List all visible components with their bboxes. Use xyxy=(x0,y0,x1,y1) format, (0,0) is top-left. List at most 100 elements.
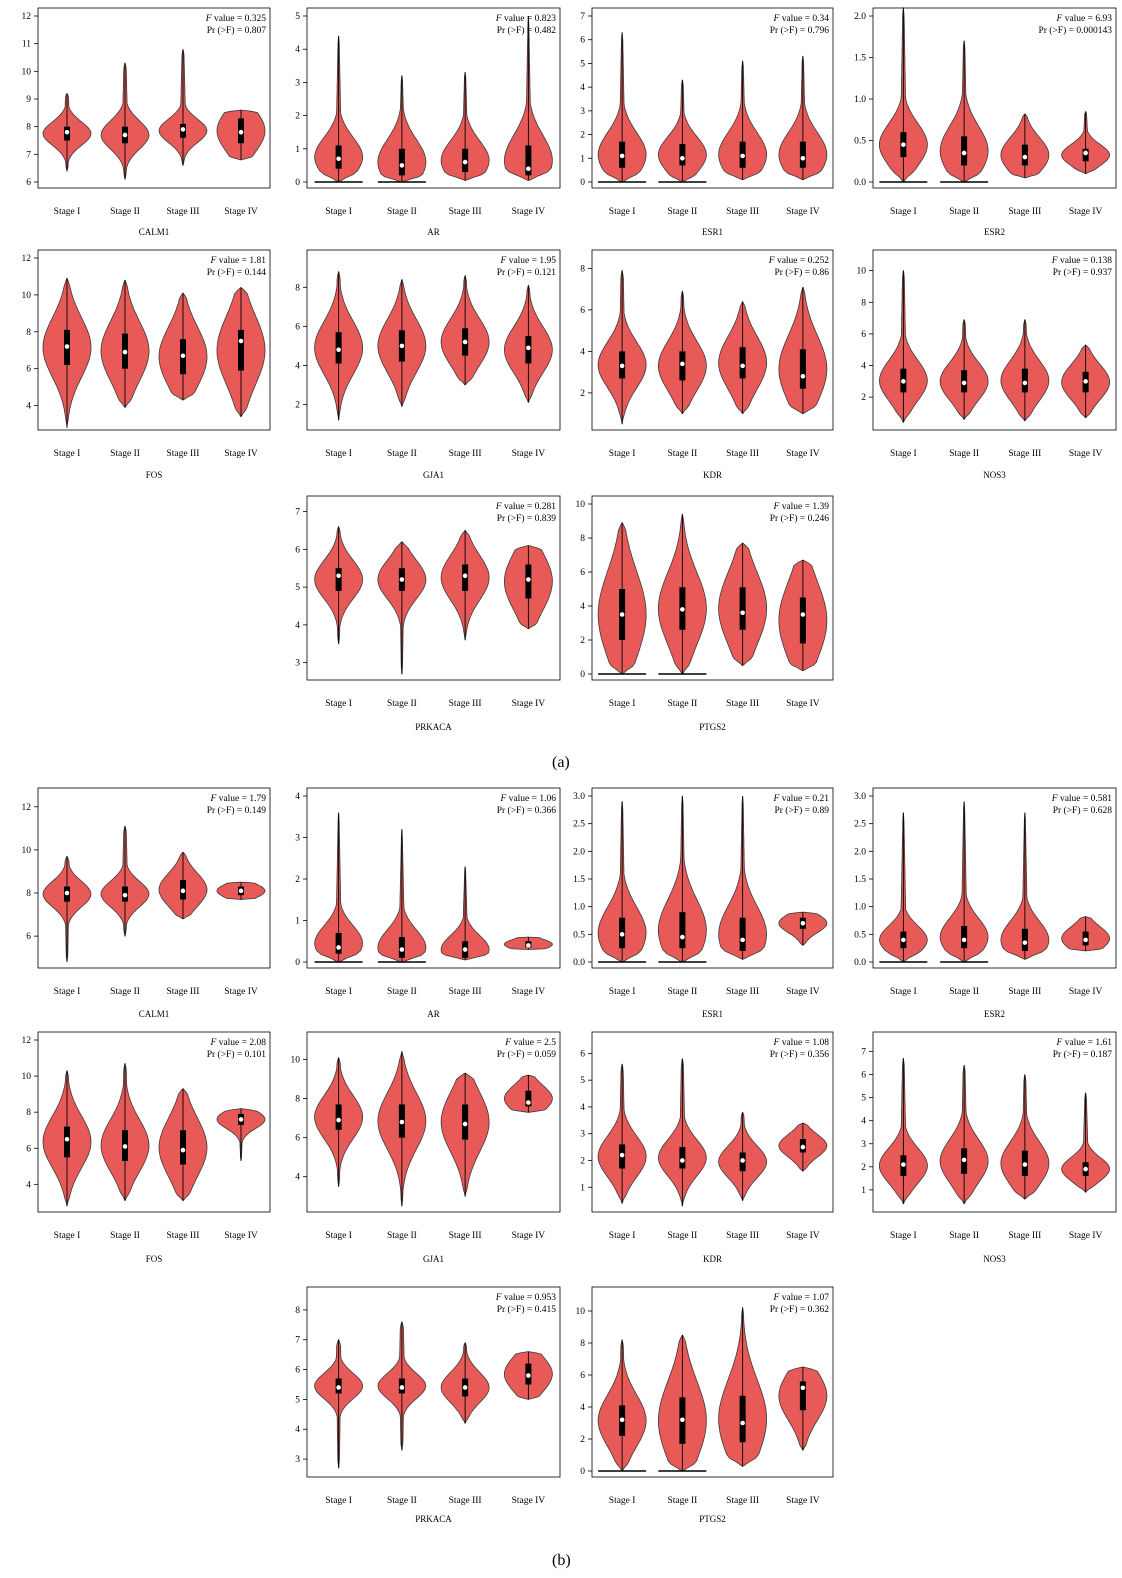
plot-frame xyxy=(306,787,561,969)
pr-f-label: Pr (>F) = 0.246 xyxy=(770,513,830,524)
y-tick-label: 4 xyxy=(580,1103,585,1113)
median-point xyxy=(180,1147,186,1153)
y-tick-label: 0.0 xyxy=(573,958,585,968)
median-point xyxy=(740,363,745,369)
median-point xyxy=(1083,1166,1088,1172)
x-tick-label: Stage II xyxy=(110,1231,140,1241)
x-tick-label: Stage III xyxy=(449,449,482,459)
f-value-label: F value = 2.5 xyxy=(504,1038,556,1048)
median-point xyxy=(680,607,685,612)
gene-label: AR xyxy=(427,1009,440,1019)
x-tick-label: Stage II xyxy=(387,449,417,459)
y-tick-label: 6 xyxy=(580,306,585,316)
median-point xyxy=(526,166,531,172)
median-point xyxy=(961,937,967,943)
y-tick-label: 4 xyxy=(580,83,585,93)
y-tick-label: 0 xyxy=(295,178,300,188)
y-tick-label: 10 xyxy=(576,500,586,510)
f-value-label: F value = 1.79 xyxy=(210,794,267,804)
iqr-box xyxy=(64,1126,70,1158)
panel-label-b: (b) xyxy=(552,1552,571,1569)
x-tick-label: Stage II xyxy=(949,207,979,217)
median-point xyxy=(336,347,341,353)
y-tick-label: 6 xyxy=(26,932,31,942)
x-tick-label: Stage III xyxy=(449,1496,482,1506)
x-tick-label: Stage I xyxy=(609,699,636,709)
x-tick-label: Stage I xyxy=(890,207,917,217)
y-tick-label: 1.5 xyxy=(573,875,585,885)
x-tick-label: Stage IV xyxy=(512,1231,546,1241)
iqr-box xyxy=(739,587,746,630)
y-tick-label: 2.5 xyxy=(573,820,585,830)
iqr-box xyxy=(679,1147,686,1169)
median-point xyxy=(800,612,806,617)
violin-plot-a-gja1: 2 4 6 8 Stage I Stage II Stage III Stage IV GJA1… xyxy=(295,249,561,480)
y-tick-label: 12 xyxy=(22,12,32,22)
violin-plot-b-ar: 0 1 2 3 4 Stage I Stage II Stage III Stage IV AR F… xyxy=(295,787,561,1019)
f-value-label: F value = 0.325 xyxy=(205,14,266,24)
y-tick-label: 6 xyxy=(580,568,585,578)
x-tick-label: Stage I xyxy=(325,987,352,997)
iqr-box xyxy=(525,1090,532,1107)
x-tick-label: Stage III xyxy=(1008,987,1041,997)
median-point xyxy=(1083,379,1088,384)
plot-frame xyxy=(591,1031,834,1213)
x-tick-label: Stage III xyxy=(726,1231,759,1241)
median-point xyxy=(1022,154,1028,160)
median-point xyxy=(961,150,967,156)
y-tick-label: 5 xyxy=(295,583,300,593)
x-tick-label: Stage II xyxy=(949,449,979,459)
f-value-label: F value = 0.21 xyxy=(773,794,830,804)
y-tick-label: 5 xyxy=(295,12,300,22)
x-tick-label: Stage II xyxy=(949,987,979,997)
y-tick-label: 3 xyxy=(580,1130,585,1140)
plot-frame xyxy=(591,787,834,969)
iqr-box xyxy=(799,597,806,644)
x-tick-label: Stage IV xyxy=(786,207,820,217)
y-tick-label: 8 xyxy=(26,889,31,899)
plot-frame xyxy=(591,249,834,431)
median-point xyxy=(64,890,70,896)
x-tick-label: Stage IV xyxy=(786,987,820,997)
pr-f-label: Pr (>F) = 0.937 xyxy=(1053,267,1113,278)
median-point xyxy=(122,1144,128,1149)
violin-plot-a-calm1: 6 7 8 9 10 11 12 Stage I Stage II Stage III Stage … xyxy=(22,7,271,237)
pr-f-label: Pr (>F) = 0.059 xyxy=(497,1049,557,1060)
median-point xyxy=(399,1385,405,1390)
f-value-label: F value = 0.823 xyxy=(495,14,556,24)
x-tick-label: Stage II xyxy=(667,449,697,459)
median-point xyxy=(1022,380,1028,386)
y-tick-label: 4 xyxy=(580,1403,585,1413)
median-point xyxy=(238,129,244,135)
y-tick-label: 1 xyxy=(580,1183,585,1193)
median-point xyxy=(619,612,625,617)
plot-frame xyxy=(591,1286,834,1478)
y-tick-label: 8 xyxy=(861,298,866,308)
plot-frame xyxy=(306,249,561,431)
x-tick-label: Stage II xyxy=(387,1231,417,1241)
x-tick-label: Stage III xyxy=(167,1231,200,1241)
f-value-label: F value = 1.61 xyxy=(1056,1038,1113,1048)
f-value-label: F value = 0.581 xyxy=(1051,794,1112,804)
y-tick-label: 3 xyxy=(295,834,300,844)
x-tick-label: Stage I xyxy=(54,987,81,997)
median-point xyxy=(238,338,244,344)
y-tick-label: 2.0 xyxy=(854,12,866,22)
x-tick-label: Stage I xyxy=(890,449,917,459)
median-point xyxy=(526,577,531,582)
x-tick-label: Stage IV xyxy=(786,1231,820,1241)
pr-f-label: Pr (>F) = 0.807 xyxy=(207,25,267,36)
y-tick-label: 1 xyxy=(295,145,300,155)
median-point xyxy=(800,373,806,379)
f-value-label: F value = 6.93 xyxy=(1056,14,1113,24)
plot-frame xyxy=(306,7,561,189)
y-tick-label: 8 xyxy=(26,328,31,338)
median-point xyxy=(680,1158,685,1163)
y-tick-label: 6 xyxy=(295,1134,300,1144)
iqr-box xyxy=(525,145,532,176)
median-point xyxy=(1083,150,1088,156)
y-tick-label: 2.0 xyxy=(854,847,866,857)
x-tick-label: Stage I xyxy=(54,1231,81,1241)
median-point xyxy=(399,343,405,349)
gene-label: GJA1 xyxy=(423,1254,444,1264)
